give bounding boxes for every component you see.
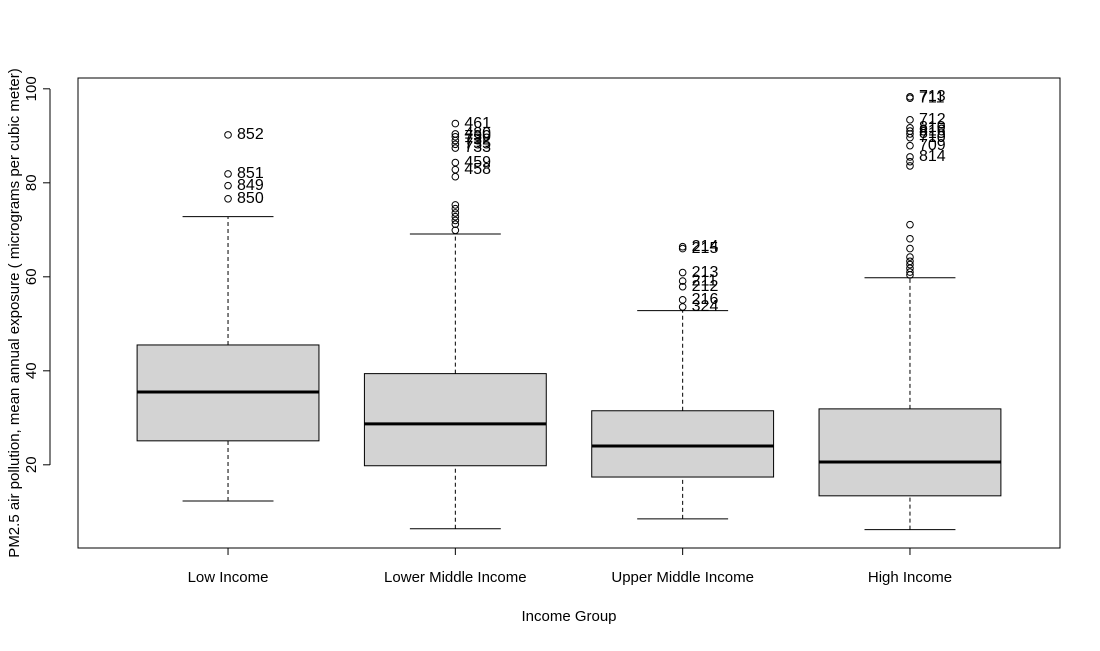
y-axis-title: PM2.5 air pollution, mean annual exposur… xyxy=(6,68,23,557)
box xyxy=(591,410,775,478)
outlier-label: 730 xyxy=(464,128,491,145)
box xyxy=(363,373,547,467)
y-tick-label: 100 xyxy=(23,76,40,101)
box xyxy=(818,408,1002,497)
y-tick-label: 80 xyxy=(23,174,40,191)
outlier xyxy=(906,268,914,276)
outlier xyxy=(451,204,460,213)
outlier xyxy=(224,131,232,139)
outlier xyxy=(451,144,460,152)
outlier xyxy=(451,165,460,174)
x-tick-label: Lower Middle Income xyxy=(384,569,527,586)
outlier xyxy=(678,268,687,277)
outlier-label: 852 xyxy=(237,126,264,143)
outlier-label: 816 xyxy=(919,122,946,139)
outlier-label: 713 xyxy=(919,88,946,105)
outlier xyxy=(906,253,914,261)
x-tick-label: Upper Middle Income xyxy=(611,569,754,586)
outlier-label: 459 xyxy=(464,154,491,171)
outlier xyxy=(906,116,914,124)
outlier xyxy=(906,244,914,253)
outlier xyxy=(451,140,460,149)
outlier xyxy=(906,94,914,103)
outlier-label: 216 xyxy=(692,291,719,308)
outlier-label: 212 xyxy=(692,278,719,295)
outlier xyxy=(906,271,914,279)
outlier-label: 214 xyxy=(692,238,719,255)
y-tick-label: 40 xyxy=(23,362,40,379)
outlier-label: 732 xyxy=(464,132,491,149)
outlier-label: 709 xyxy=(919,137,946,154)
outlier-label: 458 xyxy=(464,161,491,178)
x-tick-label: Low Income xyxy=(188,569,269,586)
outlier xyxy=(451,119,460,128)
outlier-label: 213 xyxy=(692,264,719,281)
outlier xyxy=(678,296,687,304)
outlier xyxy=(906,130,914,138)
outlier xyxy=(451,216,460,225)
outlier xyxy=(906,153,914,161)
outlier xyxy=(678,303,687,311)
outlier xyxy=(678,282,687,291)
outlier-label: 851 xyxy=(237,165,264,182)
outlier-label: 215 xyxy=(692,240,719,257)
outlier xyxy=(906,157,914,166)
outlier xyxy=(451,136,460,145)
outlier xyxy=(224,170,232,178)
outlier xyxy=(906,141,914,150)
y-tick-label: 60 xyxy=(23,268,40,285)
outlier xyxy=(678,244,687,253)
outlier xyxy=(906,162,914,170)
outlier-label: 712 xyxy=(919,111,946,128)
outlier xyxy=(451,226,460,235)
outlier xyxy=(451,209,460,217)
outlier xyxy=(906,220,914,229)
outlier-label: 324 xyxy=(692,298,719,315)
outlier-label: 815 xyxy=(919,125,946,142)
outlier-label: 461 xyxy=(464,115,491,132)
outlier xyxy=(906,234,914,243)
outlier xyxy=(224,194,232,203)
outlier xyxy=(906,260,914,269)
outlier-label: 810 xyxy=(919,119,946,136)
outlier-label: 711 xyxy=(919,89,945,106)
outlier-label: 211 xyxy=(692,272,718,289)
outlier-label: 849 xyxy=(237,177,264,194)
outlier xyxy=(451,158,460,167)
outlier-label: 850 xyxy=(237,190,264,207)
outlier xyxy=(678,277,687,285)
outlier xyxy=(906,133,914,142)
outlier-label: 814 xyxy=(919,148,946,165)
outlier xyxy=(451,212,460,221)
outlier xyxy=(451,172,460,181)
outlier-label: 710 xyxy=(919,129,946,146)
outlier-label: 735 xyxy=(464,135,491,152)
x-tick-label: High Income xyxy=(868,569,952,586)
y-tick-label: 20 xyxy=(23,456,40,473)
outlier xyxy=(451,132,460,141)
x-axis-title: Income Group xyxy=(521,608,616,625)
outlier-label: 480 xyxy=(464,125,491,142)
outlier xyxy=(451,201,460,209)
outlier-label: 733 xyxy=(464,139,491,156)
outlier xyxy=(224,181,232,190)
